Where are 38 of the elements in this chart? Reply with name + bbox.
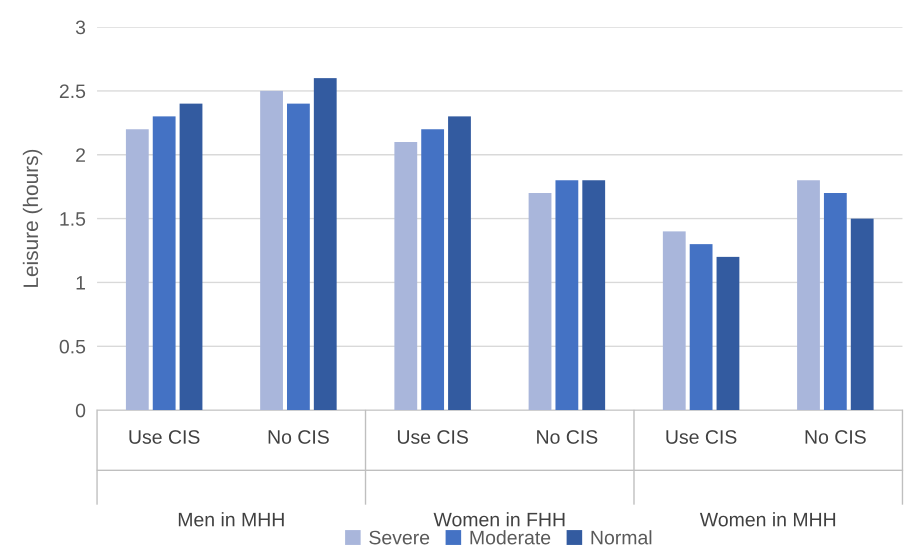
bar <box>555 180 578 410</box>
x-tick-label: Use CIS <box>129 430 200 444</box>
legend-label: Normal <box>592 530 652 544</box>
y-tick-label: 0.5 <box>60 340 86 354</box>
bar <box>824 193 847 410</box>
bar <box>448 116 471 410</box>
bar <box>314 78 337 410</box>
x-tick-label: No CIS <box>537 430 598 444</box>
bar <box>286 104 310 410</box>
bar <box>260 90 283 410</box>
bar <box>797 180 820 410</box>
legend-label: Moderate <box>470 530 550 544</box>
text: Women in FHH <box>434 512 564 526</box>
y-tick-label: 2 <box>76 148 85 162</box>
bar <box>662 231 686 410</box>
bar <box>394 142 418 410</box>
x-tick-label: No CIS <box>268 430 329 444</box>
text: Men in MHH <box>178 512 284 526</box>
y-tick-label: 3 <box>76 20 86 34</box>
legend-label: Severe <box>369 530 430 544</box>
bar <box>180 104 202 410</box>
x-tick-label: Use CIS <box>666 430 736 444</box>
y-axis-title: Leisure (hours) <box>22 150 42 287</box>
bar <box>421 129 444 410</box>
bar <box>716 256 740 410</box>
y-tick-label: 1.5 <box>60 212 86 226</box>
bar <box>582 180 606 410</box>
bar <box>528 193 552 410</box>
bar <box>850 218 874 410</box>
text: Women in MHH <box>700 512 836 526</box>
bar <box>690 244 713 410</box>
y-tick-label: 1 <box>76 276 85 290</box>
y-tick-label: 2.5 <box>60 84 86 98</box>
bar <box>126 129 149 410</box>
y-tick-label: 0 <box>76 404 86 418</box>
bar <box>152 116 176 410</box>
x-tick-label: No CIS <box>806 430 866 444</box>
x-tick-label: Use CIS <box>398 430 468 444</box>
